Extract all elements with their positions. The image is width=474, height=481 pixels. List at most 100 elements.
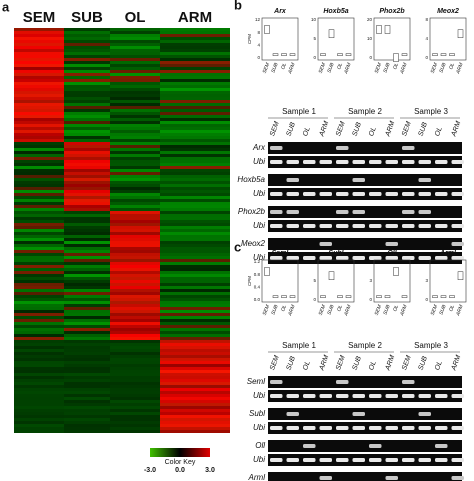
gel-band: [352, 394, 365, 398]
gel-band: [336, 426, 349, 430]
heatmap-cell: [14, 343, 64, 346]
heatmap-cell: [14, 265, 64, 268]
gel-band: [270, 146, 283, 150]
heatmap-cell: [14, 430, 64, 433]
heatmap-cell: [160, 370, 230, 373]
gel-band: [451, 192, 464, 196]
box: [401, 295, 408, 298]
heatmap-cell: [64, 256, 110, 259]
lane-label: OL: [434, 126, 444, 137]
heatmap-cell: [110, 328, 160, 331]
heatmap-cell: [64, 400, 110, 403]
heatmap-cell: [110, 220, 160, 223]
heatmap-cell: [160, 28, 230, 31]
heatmap-cell: [64, 37, 110, 40]
heatmap-cell: [160, 376, 230, 379]
heatmap-cell: [64, 298, 110, 301]
gel-band: [319, 192, 332, 196]
heatmap-cell: [64, 76, 110, 79]
heatmap-cell: [110, 325, 160, 328]
heatmap-cell: [14, 124, 64, 127]
y-tick-label: 5: [313, 278, 316, 283]
gel-band: [385, 458, 398, 462]
gel-band: [369, 224, 382, 228]
heatmap-cell: [14, 241, 64, 244]
heatmap-cell: [110, 256, 160, 259]
lane-label: ARM: [384, 120, 396, 138]
lane-label: ARM: [450, 120, 462, 138]
heatmap-cell: [14, 259, 64, 262]
gel-band: [451, 458, 464, 462]
heatmap-cell: [64, 31, 110, 34]
group-label: ARM: [287, 61, 297, 75]
gel-band: [385, 394, 398, 398]
heatmap-cell: [14, 328, 64, 331]
heatmap-cell: [110, 415, 160, 418]
y-axis-label: CPM: [247, 276, 252, 286]
heatmap-cell: [64, 418, 110, 421]
heatmap-cell: [110, 124, 160, 127]
gel-band: [336, 458, 349, 462]
heatmap-cell: [64, 274, 110, 277]
heatmap-cell: [110, 250, 160, 253]
heatmap-cell: [64, 379, 110, 382]
y-tick-label: 20: [367, 17, 373, 22]
heatmap-cell: [64, 385, 110, 388]
heatmap-cell: [110, 139, 160, 142]
row-label: Hoxb5a: [237, 175, 265, 184]
heatmap-cell: [64, 304, 110, 307]
group-label: OL: [448, 62, 456, 71]
gel-band: [451, 476, 464, 480]
gel-band: [435, 256, 448, 260]
heatmap-cell: [110, 340, 160, 343]
heatmap-cell: [64, 118, 110, 121]
heatmap-cell: [110, 67, 160, 70]
heatmap-cell: [64, 382, 110, 385]
heatmap-cell: [110, 253, 160, 256]
heatmap-cell: [110, 82, 160, 85]
y-tick-label: 3: [425, 278, 428, 283]
lane-label: OL: [368, 360, 378, 371]
group-label: SEM: [262, 303, 272, 316]
group-label: SUB: [270, 61, 279, 73]
heatmap-cell: [160, 184, 230, 187]
gel-band: [286, 412, 299, 416]
heatmap-cell: [14, 37, 64, 40]
plot-frame: [373, 259, 411, 303]
heatmap-cell: [14, 244, 64, 247]
heatmap-cell: [110, 112, 160, 115]
box: [272, 53, 279, 56]
heatmap-cell: [110, 346, 160, 349]
heatmap-cell: [14, 52, 64, 55]
heatmap-cell: [64, 136, 110, 139]
heatmap-cell: [64, 193, 110, 196]
heatmap-cell: [110, 355, 160, 358]
heatmap-cell: [160, 403, 230, 406]
heatmap-cell: [64, 82, 110, 85]
gel-band: [418, 160, 431, 164]
gel-band: [418, 394, 431, 398]
heatmap-cell: [14, 295, 64, 298]
gel-band: [385, 160, 398, 164]
heatmap-cell: [14, 184, 64, 187]
heatmap-cell: [14, 388, 64, 391]
gel-band: [402, 256, 415, 260]
heatmap-cell: [160, 355, 230, 358]
gene-title: Hoxb5a: [323, 8, 348, 15]
gel-band: [270, 192, 283, 196]
heatmap-cell: [64, 421, 110, 424]
heatmap-cell: [110, 244, 160, 247]
heatmap-cell: [14, 193, 64, 196]
heatmap-cell: [64, 415, 110, 418]
heatmap-cell: [160, 136, 230, 139]
heatmap-cell: [160, 259, 230, 262]
heatmap-cell: [64, 343, 110, 346]
heatmap-cell: [160, 118, 230, 121]
heatmap-cell: [160, 346, 230, 349]
plot-frame: [317, 259, 355, 303]
lane-label: ARM: [384, 354, 396, 372]
heatmap-cell: [160, 106, 230, 109]
heatmap-cell: [110, 79, 160, 82]
gene-title: Oll: [387, 250, 397, 257]
gene-title: Arx: [273, 8, 287, 15]
